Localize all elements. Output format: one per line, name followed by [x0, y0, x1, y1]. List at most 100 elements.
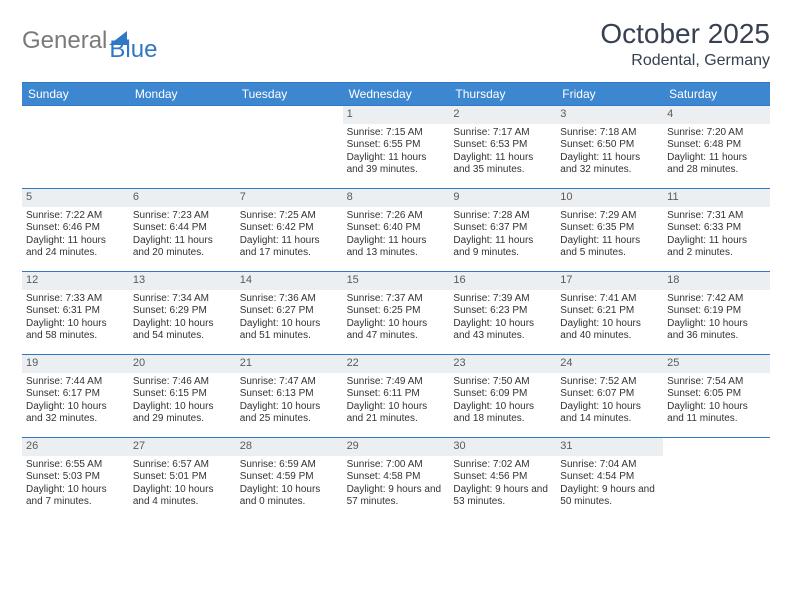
sunset-text: Sunset: 6:17 PM — [26, 388, 125, 401]
sunrise-text: Sunrise: 7:37 AM — [347, 293, 446, 306]
daylight-text: Daylight: 9 hours and 50 minutes. — [560, 484, 659, 509]
daylight-text: Daylight: 9 hours and 57 minutes. — [347, 484, 446, 509]
month-title: October 2025 — [600, 18, 770, 50]
calendar-cell: 14Sunrise: 7:36 AMSunset: 6:27 PMDayligh… — [236, 272, 343, 354]
calendar-cell: 2Sunrise: 7:17 AMSunset: 6:53 PMDaylight… — [449, 106, 556, 188]
sunrise-text: Sunrise: 7:04 AM — [560, 459, 659, 472]
calendar-cell: 12Sunrise: 7:33 AMSunset: 6:31 PMDayligh… — [22, 272, 129, 354]
logo-text-blue: Blue — [109, 36, 157, 64]
day-number: 15 — [343, 272, 450, 290]
sunrise-text: Sunrise: 7:36 AM — [240, 293, 339, 306]
calendar-cell: 25Sunrise: 7:54 AMSunset: 6:05 PMDayligh… — [663, 355, 770, 437]
sunrise-text: Sunrise: 7:44 AM — [26, 376, 125, 389]
sunset-text: Sunset: 6:15 PM — [133, 388, 232, 401]
sunset-text: Sunset: 6:50 PM — [560, 139, 659, 152]
calendar-cell: 29Sunrise: 7:00 AMSunset: 4:58 PMDayligh… — [343, 438, 450, 520]
day-number: 29 — [343, 438, 450, 456]
sunrise-text: Sunrise: 7:18 AM — [560, 127, 659, 140]
sunset-text: Sunset: 6:25 PM — [347, 305, 446, 318]
sunrise-text: Sunrise: 7:00 AM — [347, 459, 446, 472]
daylight-text: Daylight: 10 hours and 0 minutes. — [240, 484, 339, 509]
calendar-cell: 10Sunrise: 7:29 AMSunset: 6:35 PMDayligh… — [556, 189, 663, 271]
sunrise-text: Sunrise: 7:23 AM — [133, 210, 232, 223]
day-header: Sunday — [22, 83, 129, 105]
day-number: 5 — [22, 189, 129, 207]
sunset-text: Sunset: 6:48 PM — [667, 139, 766, 152]
sunrise-text: Sunrise: 7:02 AM — [453, 459, 552, 472]
sunrise-text: Sunrise: 7:39 AM — [453, 293, 552, 306]
calendar-cell: 27Sunrise: 6:57 AMSunset: 5:01 PMDayligh… — [129, 438, 236, 520]
sunrise-text: Sunrise: 6:57 AM — [133, 459, 232, 472]
daylight-text: Daylight: 11 hours and 5 minutes. — [560, 235, 659, 260]
day-header: Friday — [556, 83, 663, 105]
daylight-text: Daylight: 10 hours and 4 minutes. — [133, 484, 232, 509]
daylight-text: Daylight: 11 hours and 13 minutes. — [347, 235, 446, 260]
sunset-text: Sunset: 5:01 PM — [133, 471, 232, 484]
daylight-text: Daylight: 9 hours and 53 minutes. — [453, 484, 552, 509]
sunset-text: Sunset: 6:19 PM — [667, 305, 766, 318]
day-number: 18 — [663, 272, 770, 290]
sunrise-text: Sunrise: 7:50 AM — [453, 376, 552, 389]
day-number: 20 — [129, 355, 236, 373]
calendar-cell: 26Sunrise: 6:55 AMSunset: 5:03 PMDayligh… — [22, 438, 129, 520]
sunrise-text: Sunrise: 7:22 AM — [26, 210, 125, 223]
sunrise-text: Sunrise: 7:15 AM — [347, 127, 446, 140]
sunrise-text: Sunrise: 7:20 AM — [667, 127, 766, 140]
day-number: 7 — [236, 189, 343, 207]
daylight-text: Daylight: 11 hours and 28 minutes. — [667, 152, 766, 177]
daylight-text: Daylight: 11 hours and 35 minutes. — [453, 152, 552, 177]
sunrise-text: Sunrise: 7:47 AM — [240, 376, 339, 389]
calendar-cell: 21Sunrise: 7:47 AMSunset: 6:13 PMDayligh… — [236, 355, 343, 437]
day-number: 13 — [129, 272, 236, 290]
sunset-text: Sunset: 6:44 PM — [133, 222, 232, 235]
daylight-text: Daylight: 10 hours and 40 minutes. — [560, 318, 659, 343]
sunrise-text: Sunrise: 7:52 AM — [560, 376, 659, 389]
daylight-text: Daylight: 10 hours and 25 minutes. — [240, 401, 339, 426]
sunset-text: Sunset: 6:31 PM — [26, 305, 125, 318]
calendar-cell: 22Sunrise: 7:49 AMSunset: 6:11 PMDayligh… — [343, 355, 450, 437]
day-number: 30 — [449, 438, 556, 456]
calendar-cell: 8Sunrise: 7:26 AMSunset: 6:40 PMDaylight… — [343, 189, 450, 271]
sunrise-text: Sunrise: 6:55 AM — [26, 459, 125, 472]
sunset-text: Sunset: 6:29 PM — [133, 305, 232, 318]
location: Rodental, Germany — [600, 52, 770, 70]
day-header-row: Sunday Monday Tuesday Wednesday Thursday… — [22, 83, 770, 105]
sunrise-text: Sunrise: 7:25 AM — [240, 210, 339, 223]
sunset-text: Sunset: 6:46 PM — [26, 222, 125, 235]
day-number: 8 — [343, 189, 450, 207]
daylight-text: Daylight: 10 hours and 18 minutes. — [453, 401, 552, 426]
day-number: 19 — [22, 355, 129, 373]
day-header: Monday — [129, 83, 236, 105]
sunset-text: Sunset: 6:55 PM — [347, 139, 446, 152]
calendar-cell: 20Sunrise: 7:46 AMSunset: 6:15 PMDayligh… — [129, 355, 236, 437]
day-number: 16 — [449, 272, 556, 290]
sunrise-text: Sunrise: 7:33 AM — [26, 293, 125, 306]
sunrise-text: Sunrise: 7:54 AM — [667, 376, 766, 389]
sunrise-text: Sunrise: 6:59 AM — [240, 459, 339, 472]
day-number: 22 — [343, 355, 450, 373]
sunset-text: Sunset: 6:27 PM — [240, 305, 339, 318]
logo-text-gray: General — [22, 27, 107, 55]
calendar-cell: 6Sunrise: 7:23 AMSunset: 6:44 PMDaylight… — [129, 189, 236, 271]
daylight-text: Daylight: 10 hours and 54 minutes. — [133, 318, 232, 343]
sunset-text: Sunset: 6:11 PM — [347, 388, 446, 401]
daylight-text: Daylight: 11 hours and 2 minutes. — [667, 235, 766, 260]
daylight-text: Daylight: 11 hours and 24 minutes. — [26, 235, 125, 260]
daylight-text: Daylight: 10 hours and 51 minutes. — [240, 318, 339, 343]
daylight-text: Daylight: 10 hours and 29 minutes. — [133, 401, 232, 426]
sunrise-text: Sunrise: 7:31 AM — [667, 210, 766, 223]
day-number: 9 — [449, 189, 556, 207]
calendar-cell: 4Sunrise: 7:20 AMSunset: 6:48 PMDaylight… — [663, 106, 770, 188]
day-number: 6 — [129, 189, 236, 207]
calendar-cell: 13Sunrise: 7:34 AMSunset: 6:29 PMDayligh… — [129, 272, 236, 354]
sunset-text: Sunset: 4:54 PM — [560, 471, 659, 484]
sunset-text: Sunset: 6:37 PM — [453, 222, 552, 235]
day-number: 31 — [556, 438, 663, 456]
calendar-cell — [663, 438, 770, 520]
calendar-cell: 23Sunrise: 7:50 AMSunset: 6:09 PMDayligh… — [449, 355, 556, 437]
daylight-text: Daylight: 11 hours and 17 minutes. — [240, 235, 339, 260]
calendar-cell: 11Sunrise: 7:31 AMSunset: 6:33 PMDayligh… — [663, 189, 770, 271]
calendar-cell: 30Sunrise: 7:02 AMSunset: 4:56 PMDayligh… — [449, 438, 556, 520]
day-number: 17 — [556, 272, 663, 290]
day-header: Saturday — [663, 83, 770, 105]
